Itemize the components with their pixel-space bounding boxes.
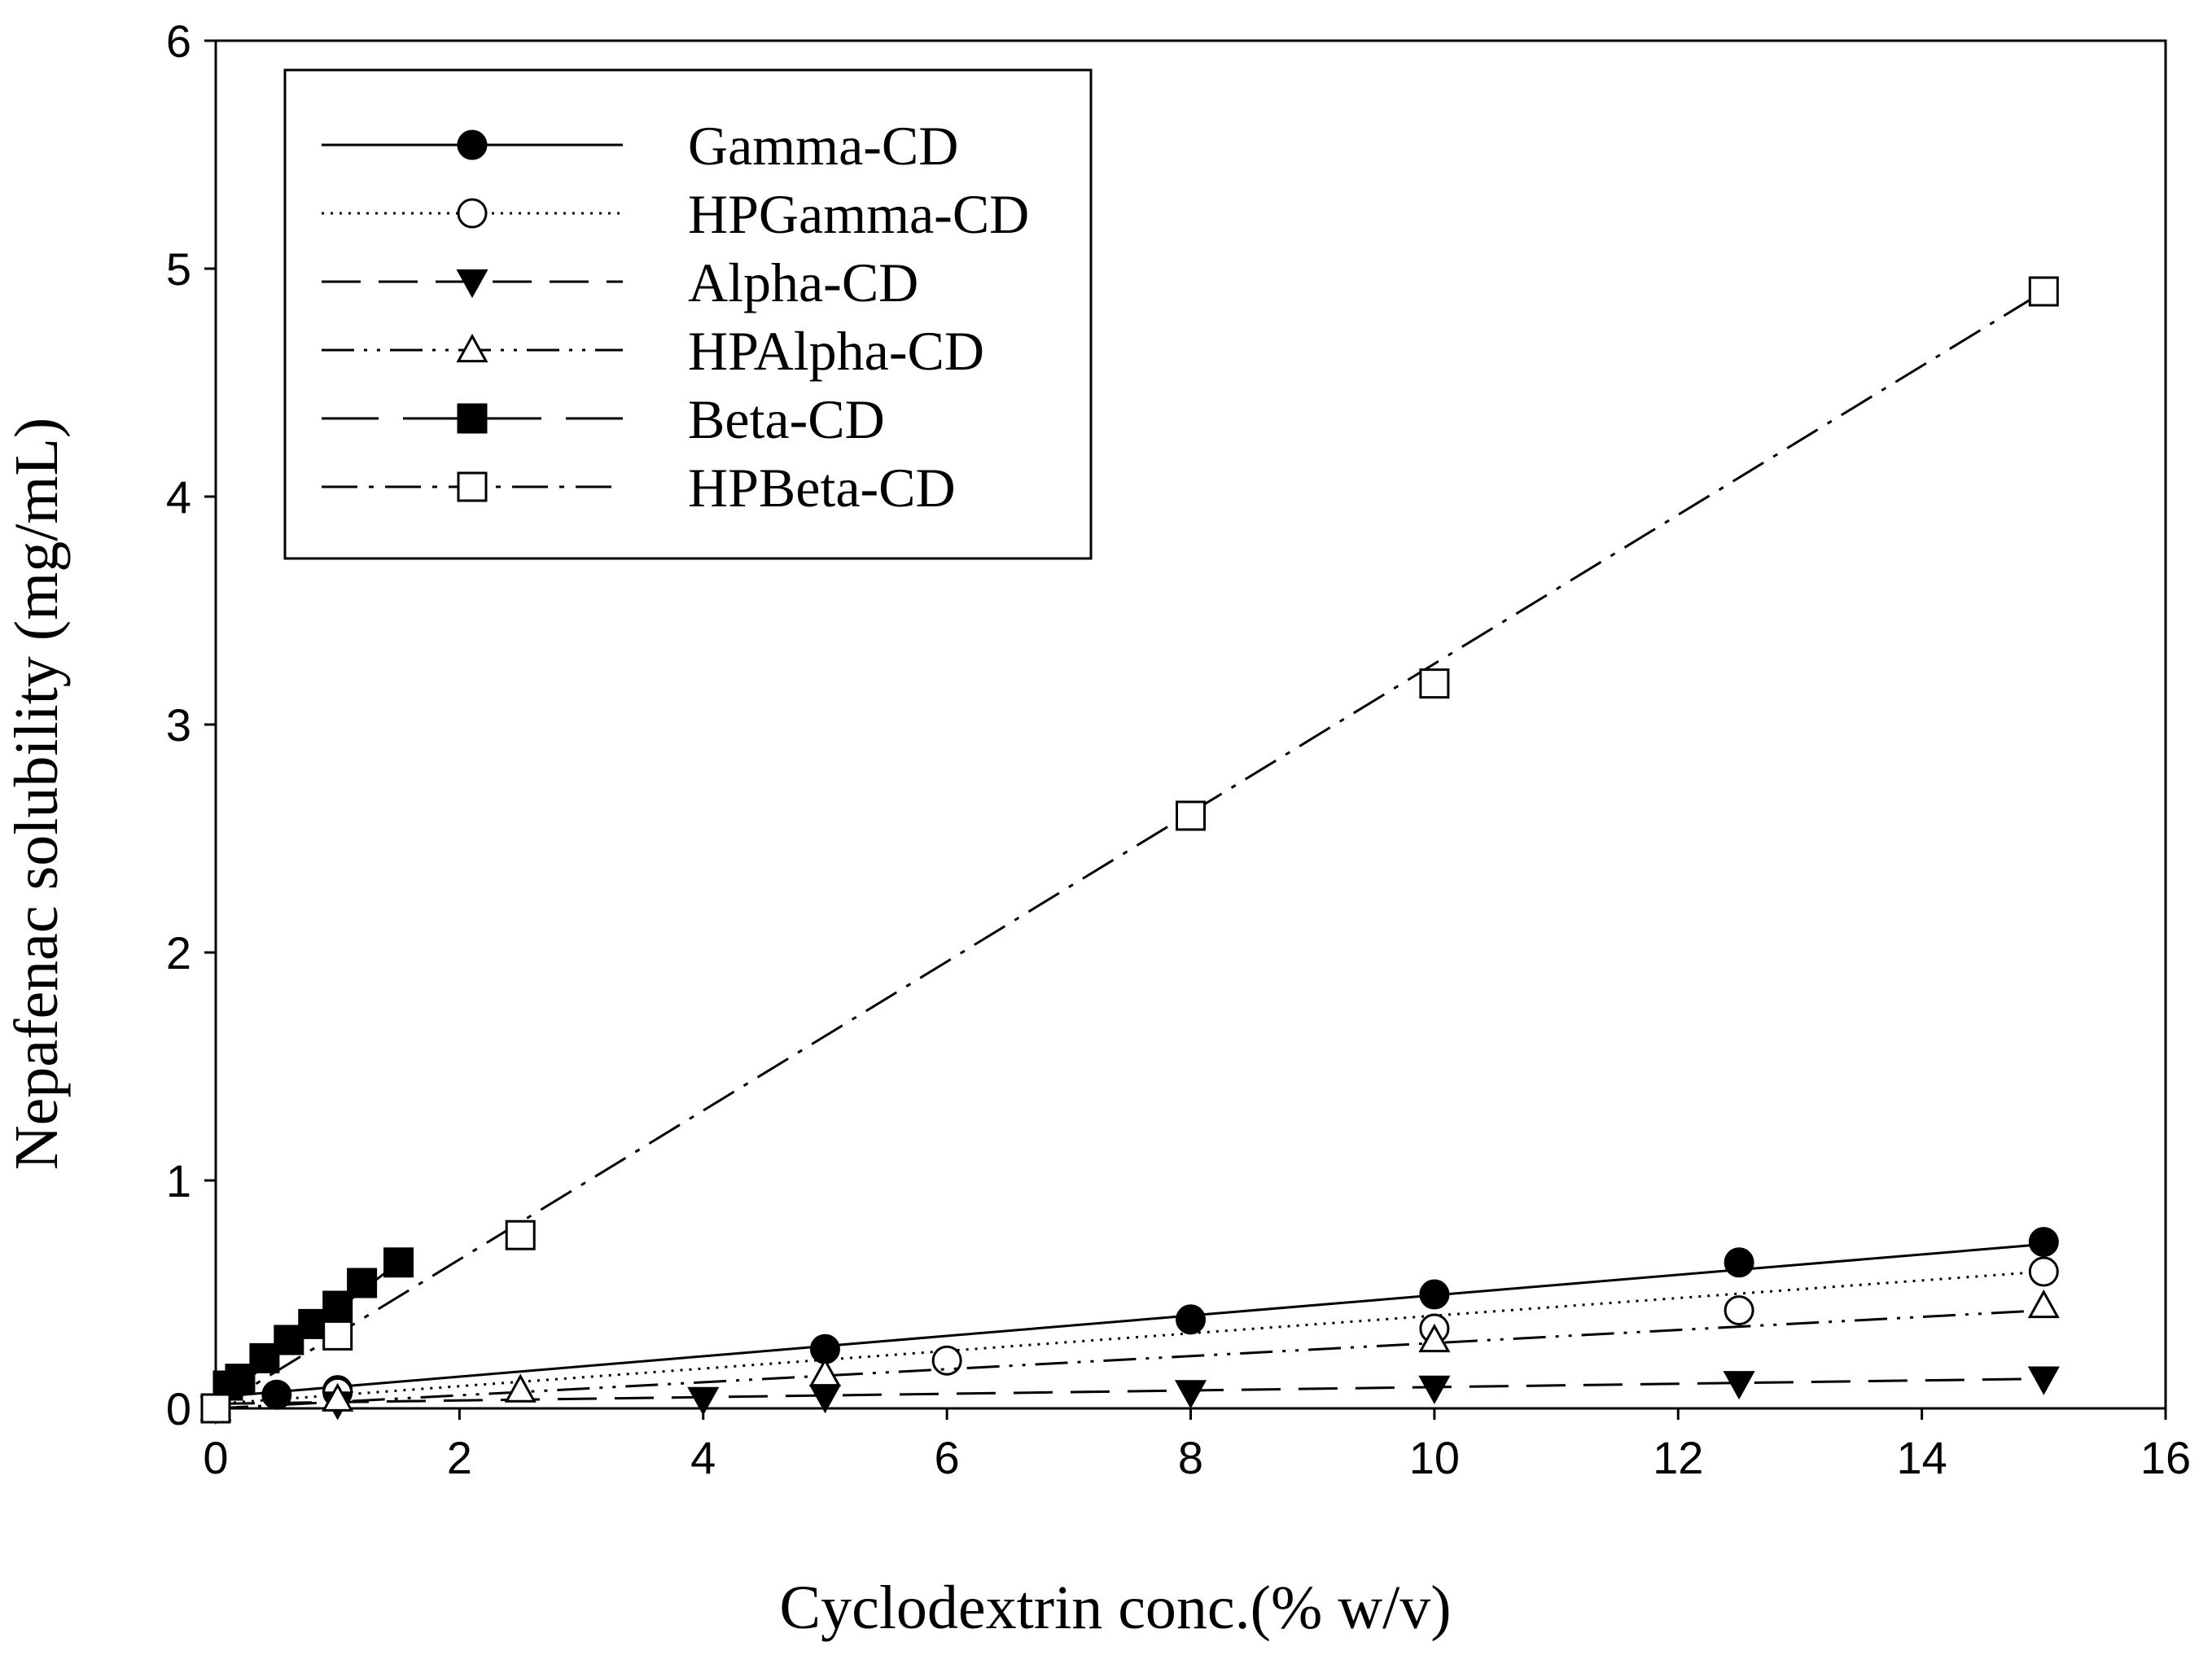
legend-label: Alpha-CD (688, 252, 918, 313)
data-point (808, 1357, 841, 1387)
legend-marker (457, 471, 488, 502)
y-axis-title: Nepafenac solubility (mg/mL) (2, 418, 71, 1170)
data-point (504, 1373, 537, 1403)
y-tick-label: 6 (166, 15, 191, 67)
x-tick-label: 6 (935, 1432, 960, 1483)
legend-item: Alpha-CD (322, 252, 918, 313)
x-tick-label: 10 (1409, 1432, 1460, 1483)
data-point (1419, 668, 1450, 699)
y-tick-label: 2 (166, 927, 191, 979)
legend-marker (456, 333, 488, 363)
legend-label: HPBeta-CD (688, 457, 956, 519)
legend-item: HPGamma-CD (322, 183, 1029, 245)
legend-label: HPGamma-CD (688, 183, 1029, 245)
legend-box (283, 68, 1093, 560)
y-tick-label: 4 (166, 471, 191, 523)
data-point (274, 1325, 304, 1355)
x-tick-label: 4 (690, 1432, 716, 1483)
legend-item: HPAlpha-CD (322, 320, 984, 382)
data-point (505, 1220, 536, 1250)
data-point (383, 1247, 414, 1278)
legend-item: HPBeta-CD (322, 457, 956, 519)
legend-item: Beta-CD (322, 388, 885, 450)
x-tick-label: 14 (1896, 1432, 1947, 1483)
series-layer (199, 276, 2060, 1425)
legend-marker (457, 129, 488, 160)
data-point (1419, 1279, 1450, 1310)
data-point (1723, 1371, 1755, 1400)
legend-label: HPAlpha-CD (688, 320, 984, 382)
x-axis-title: Cyclodextrin conc.(% w/v) (779, 1574, 1451, 1642)
series-hpbeta-cd (200, 276, 2059, 1424)
data-point (2027, 1366, 2060, 1395)
x-tick-label: 0 (203, 1432, 228, 1483)
x-tick-label: 2 (447, 1432, 472, 1483)
data-point (1174, 1380, 1207, 1409)
data-point (1176, 800, 1206, 831)
data-point (2028, 276, 2059, 307)
data-point (249, 1342, 280, 1373)
data-point (225, 1364, 256, 1395)
data-point (200, 1393, 231, 1424)
x-tick-label: 16 (2140, 1432, 2191, 1483)
legend-marker (456, 269, 488, 299)
data-point (1724, 1247, 1754, 1278)
data-point (347, 1268, 378, 1298)
data-point (322, 1320, 353, 1351)
data-point (322, 1290, 353, 1321)
data-point (931, 1345, 962, 1376)
data-point (1724, 1295, 1754, 1326)
y-tick-label: 1 (166, 1155, 191, 1206)
x-tick-label: 8 (1178, 1432, 1203, 1483)
y-tick-label: 3 (166, 699, 191, 751)
data-point (2028, 1256, 2059, 1287)
data-point (1418, 1375, 1451, 1404)
data-point (261, 1379, 292, 1410)
data-point (687, 1386, 720, 1416)
data-point (298, 1308, 329, 1339)
legend-marker (457, 198, 488, 229)
y-tick-label: 5 (166, 243, 191, 295)
x-tick-label: 12 (1653, 1432, 1703, 1483)
data-point (1176, 1304, 1206, 1335)
legend-marker (457, 403, 488, 434)
legend-item: Gamma-CD (322, 115, 958, 177)
legend-label: Beta-CD (688, 388, 885, 450)
data-point (322, 1382, 354, 1412)
legend-label: Gamma-CD (688, 115, 958, 177)
data-point (2027, 1289, 2060, 1319)
series-hpalpha-cd (199, 1289, 2060, 1421)
data-point (1418, 1323, 1451, 1353)
y-tick-label: 0 (166, 1383, 191, 1434)
series-line (215, 290, 2045, 1410)
data-point (2028, 1227, 2059, 1258)
